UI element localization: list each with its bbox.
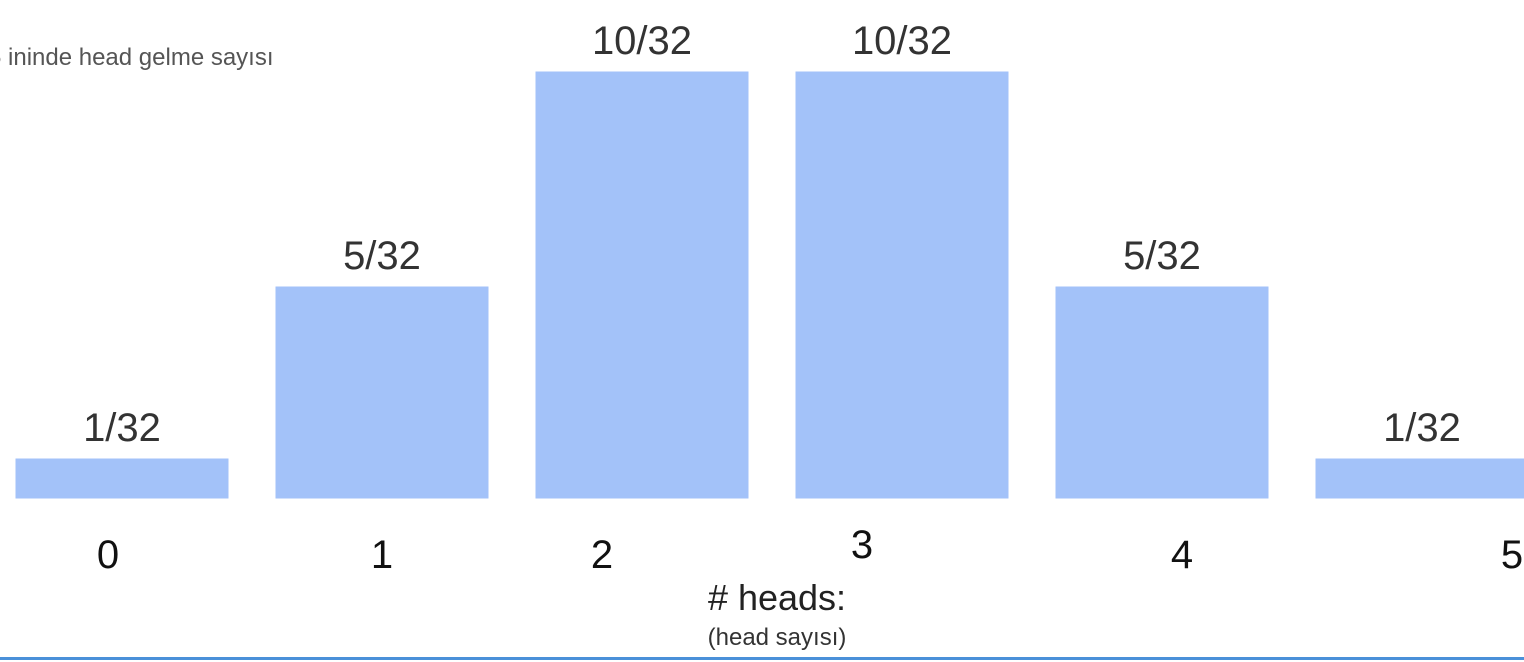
x-axis-sublabel: (head sayısı) <box>707 624 847 651</box>
data-label-2: 10/32 <box>592 19 692 63</box>
x-tick-0: 0 <box>97 533 119 577</box>
bar-5 <box>1312 455 1524 502</box>
bottom-rule <box>0 657 1524 660</box>
x-tick-4: 4 <box>1171 533 1193 577</box>
data-label-5: 1/32 <box>1383 406 1461 450</box>
x-axis-label: # heads: <box>707 577 847 618</box>
bar-2 <box>532 68 752 502</box>
data-label-0: 1/32 <box>83 406 161 450</box>
x-tick-5: 5 <box>1501 533 1523 577</box>
chart-subtitle: 5 ininde head gelme sayısı <box>0 44 274 71</box>
bar-1 <box>272 283 492 502</box>
x-tick-2: 2 <box>591 533 613 577</box>
data-label-4: 5/32 <box>1123 234 1201 278</box>
x-tick-1: 1 <box>371 533 393 577</box>
data-label-1: 5/32 <box>343 234 421 278</box>
bar-3 <box>792 68 1012 502</box>
x-tick-3: 3 <box>851 523 873 567</box>
bar-4 <box>1052 283 1272 502</box>
bar-0 <box>12 455 232 502</box>
data-label-3: 10/32 <box>852 19 952 63</box>
